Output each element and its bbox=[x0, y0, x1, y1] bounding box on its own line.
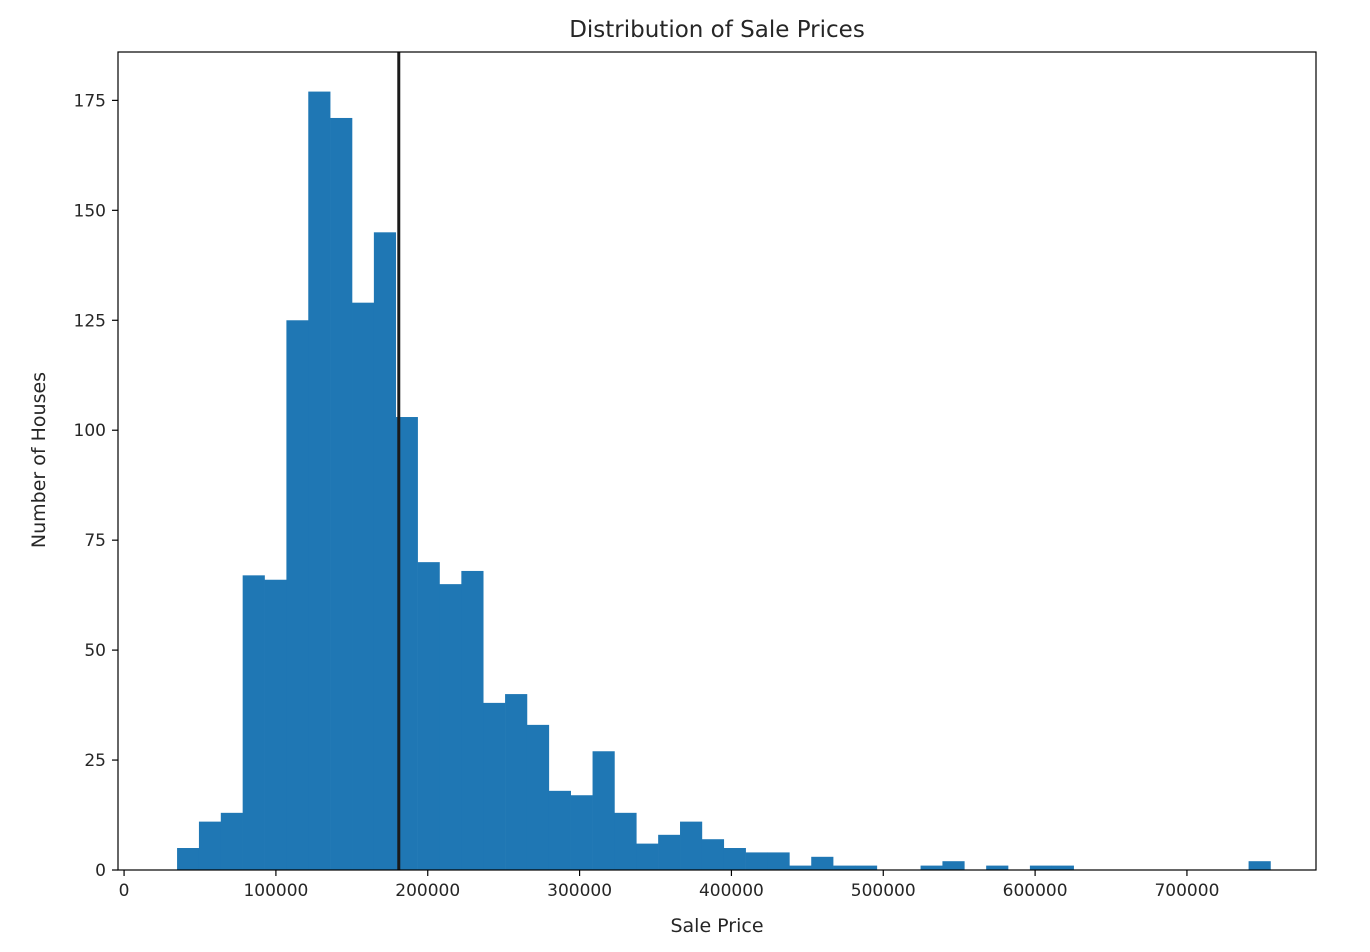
x-tick-label: 100000 bbox=[243, 881, 308, 901]
histogram-bar bbox=[723, 848, 746, 870]
histogram-bar bbox=[986, 865, 1009, 870]
histogram-bar bbox=[833, 865, 856, 870]
histogram-bar bbox=[264, 579, 287, 870]
histogram-bar bbox=[330, 117, 353, 870]
histogram-bar bbox=[680, 821, 703, 870]
y-tick-label: 150 bbox=[74, 201, 106, 221]
histogram-bar bbox=[483, 702, 506, 870]
histogram-bar bbox=[942, 861, 965, 870]
chart-title: Distribution of Sale Prices bbox=[569, 17, 865, 43]
x-tick-label: 300000 bbox=[547, 881, 612, 901]
x-axis-ticks: 0 100000 200000 300000 400000 500000 600000 700… bbox=[119, 870, 1219, 901]
x-tick-label: 400000 bbox=[699, 881, 764, 901]
histogram-bar bbox=[177, 848, 200, 870]
y-axis-ticks: 0 25 50 75 100 125 150 175 bbox=[74, 91, 118, 881]
histogram-bar bbox=[286, 320, 309, 871]
x-tick-label: 700000 bbox=[1154, 881, 1219, 901]
histogram-bar bbox=[352, 302, 375, 870]
histogram-bar bbox=[439, 584, 462, 870]
histogram-bar bbox=[614, 812, 637, 870]
histogram-bar bbox=[920, 865, 943, 870]
histogram-bar bbox=[592, 751, 615, 870]
histogram-bar bbox=[701, 839, 725, 870]
y-tick-label: 175 bbox=[74, 91, 106, 111]
y-tick-label: 50 bbox=[84, 641, 106, 661]
histogram-bar bbox=[505, 694, 528, 870]
histogram-bar bbox=[242, 575, 265, 870]
y-axis-label: Number of Houses bbox=[28, 372, 50, 548]
histogram-bar bbox=[395, 417, 418, 870]
x-tick-label: 200000 bbox=[395, 881, 460, 901]
histogram-bar bbox=[1051, 865, 1074, 870]
histogram-bar bbox=[767, 852, 790, 870]
histogram-bar bbox=[1029, 865, 1053, 870]
x-tick-label: 0 bbox=[119, 881, 130, 901]
histogram-bar bbox=[570, 795, 593, 870]
x-tick-label: 500000 bbox=[851, 881, 916, 901]
histogram-bar bbox=[789, 865, 812, 870]
histogram-bar bbox=[417, 562, 440, 870]
histogram-bar bbox=[636, 843, 659, 870]
histogram-bar bbox=[745, 852, 768, 870]
y-tick-label: 125 bbox=[74, 311, 106, 331]
histogram-bar bbox=[308, 91, 331, 871]
histogram-bar bbox=[1248, 861, 1271, 870]
histogram-bar bbox=[373, 232, 397, 870]
y-tick-label: 0 bbox=[95, 861, 106, 881]
histogram-bars bbox=[177, 91, 1271, 871]
histogram-bar bbox=[548, 790, 571, 870]
y-tick-label: 25 bbox=[84, 751, 106, 771]
y-tick-label: 75 bbox=[84, 531, 106, 551]
x-tick-label: 600000 bbox=[1003, 881, 1068, 901]
histogram-bar bbox=[461, 570, 484, 870]
histogram-bar bbox=[658, 834, 681, 870]
histogram-bar bbox=[526, 724, 550, 870]
y-tick-label: 100 bbox=[74, 421, 106, 441]
plot-frame bbox=[117, 51, 1317, 871]
histogram-bar bbox=[811, 856, 834, 870]
x-axis-label: Sale Price bbox=[670, 915, 763, 937]
histogram-bar bbox=[854, 865, 878, 870]
histogram-bar bbox=[220, 812, 243, 870]
histogram-bar bbox=[198, 821, 222, 870]
